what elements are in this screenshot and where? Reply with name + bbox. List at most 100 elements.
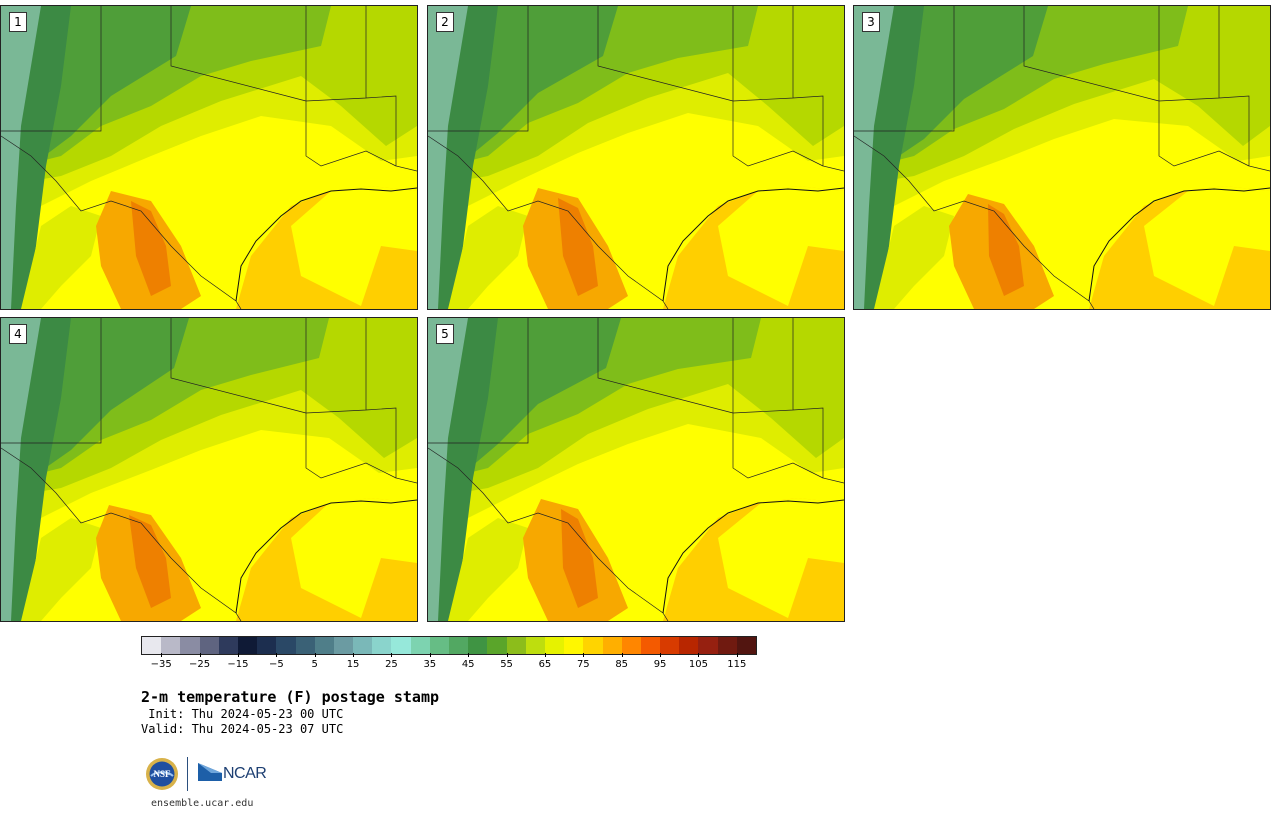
colorbar-segment xyxy=(487,637,507,654)
colorbar-tick xyxy=(698,653,700,657)
colorbar-tick-label: 105 xyxy=(688,659,708,670)
colorbar-segment xyxy=(276,637,296,654)
valley-region xyxy=(448,518,528,621)
coastline xyxy=(235,187,417,302)
stamp-panel-1: 1 xyxy=(0,5,418,310)
colorbar-tick-label: 65 xyxy=(538,659,552,670)
colorbar-tick xyxy=(353,653,355,657)
coastline xyxy=(235,499,417,614)
valid-time: Valid: Thu 2024-05-23 07 UTC xyxy=(141,722,344,736)
stamp-panel-2: 2 xyxy=(427,5,845,310)
colorbar-segment xyxy=(525,637,545,654)
colorbar-segment xyxy=(391,637,411,654)
colorbar-tick xyxy=(544,653,546,657)
init-time: Init: Thu 2024-05-23 00 UTC xyxy=(141,707,344,721)
temperature-map-4 xyxy=(1,318,417,621)
colorbar-tick xyxy=(199,653,201,657)
colorbar-tick-label: −25 xyxy=(189,659,211,670)
hottest-region xyxy=(558,198,598,296)
nsf-logo-text: NSF xyxy=(153,769,171,779)
colorbar-segment xyxy=(717,637,737,654)
colorbar-tick-label: −5 xyxy=(268,659,284,670)
colorbar-segment xyxy=(544,637,565,654)
gulf-warm-region xyxy=(1144,186,1270,306)
colorbar-segment xyxy=(468,637,488,654)
stamp-panel-5: 5 xyxy=(427,317,845,622)
stamp-number-5: 5 xyxy=(436,324,454,344)
colorbar-segment xyxy=(218,637,238,654)
colorbar-segment xyxy=(161,637,181,654)
colorbar-tick-label: −15 xyxy=(227,659,249,670)
stamp-number-3: 3 xyxy=(862,12,880,32)
logo-divider xyxy=(187,757,188,791)
colorbar-tick-label: 45 xyxy=(461,659,475,670)
state-borders xyxy=(428,318,844,621)
colorbar-segment xyxy=(506,637,526,654)
peaks-region xyxy=(1,6,41,309)
colorbar-tick-label: 15 xyxy=(346,659,360,670)
colorbar-segment xyxy=(257,637,277,654)
nsf-logo-icon: NSF xyxy=(146,758,178,790)
colorbar-segment xyxy=(602,637,622,654)
temperature-map-1 xyxy=(1,6,417,309)
gulf-warm-region xyxy=(718,186,844,306)
temperature-map-2 xyxy=(428,6,844,309)
stamp-panel-4: 4 xyxy=(0,317,418,622)
colorbar-tick xyxy=(161,653,163,657)
hottest-region xyxy=(988,204,1024,296)
state-borders xyxy=(428,6,844,309)
stamp-number-1: 1 xyxy=(9,12,27,32)
colorbar-segment xyxy=(314,637,334,654)
colorbar-segment xyxy=(698,637,718,654)
colorbar-segment xyxy=(583,637,603,654)
coastline xyxy=(1088,187,1270,302)
plot-title: 2-m temperature (F) postage stamp xyxy=(141,688,440,706)
peaks-region xyxy=(428,6,468,309)
colorbar-segment xyxy=(199,637,219,654)
gulf-warm-region xyxy=(291,498,417,618)
colorbar-tick-label: 95 xyxy=(653,659,667,670)
colorbar-segment xyxy=(295,637,315,654)
colorbar-segment xyxy=(621,637,641,654)
colorbar-segment xyxy=(679,637,699,654)
colorbar-tick xyxy=(736,653,738,657)
hottest-region xyxy=(131,201,171,296)
colorbar-tick-label: 85 xyxy=(615,659,629,670)
stamp-panel-3: 3 xyxy=(853,5,1271,310)
ncar-mark-icon xyxy=(198,763,222,781)
colorbar-ticks: −35 −25 −15 −5 5 15 25 35 45 55 65 75 85 95 105 115 xyxy=(141,653,757,673)
peaks-region xyxy=(854,6,894,309)
colorbar-segment xyxy=(449,637,469,654)
colorbar-tick xyxy=(314,653,316,657)
colorbar-tick xyxy=(276,653,278,657)
stamp-number-4: 4 xyxy=(9,324,27,344)
colorbar-segment xyxy=(237,637,258,654)
colorbar-tick-label: −35 xyxy=(150,659,172,670)
coastline xyxy=(662,499,844,614)
colorbar-tick-label: 25 xyxy=(385,659,398,670)
valley-region xyxy=(21,518,101,621)
colorbar-tick-label: 35 xyxy=(423,659,437,670)
site-url: ensemble.ucar.edu xyxy=(151,798,254,809)
colorbar-segment xyxy=(353,637,373,654)
coastline xyxy=(662,187,844,302)
colorbar-tick xyxy=(506,653,508,657)
gulf-warm-region xyxy=(291,186,417,306)
colorbar-segment xyxy=(564,637,584,654)
hottest-region xyxy=(129,515,171,608)
colorbar-tick-label: 55 xyxy=(500,659,513,670)
colorbar-tick xyxy=(237,653,239,657)
hottest-region xyxy=(561,509,598,608)
colorbar-segment xyxy=(372,637,392,654)
colorbar-tick-label: 5 xyxy=(311,659,318,670)
state-borders xyxy=(1,6,417,309)
colorbar-segment xyxy=(142,637,162,654)
ncar-logo-text: NCAR xyxy=(223,765,267,782)
valley-region xyxy=(21,206,101,309)
colorbar-segment xyxy=(660,637,680,654)
colorbar-tick-label: 115 xyxy=(727,659,747,670)
colorbar-segment xyxy=(736,637,756,654)
colorbar-segment xyxy=(410,637,430,654)
temperature-map-5 xyxy=(428,318,844,621)
peaks-region xyxy=(428,318,468,621)
